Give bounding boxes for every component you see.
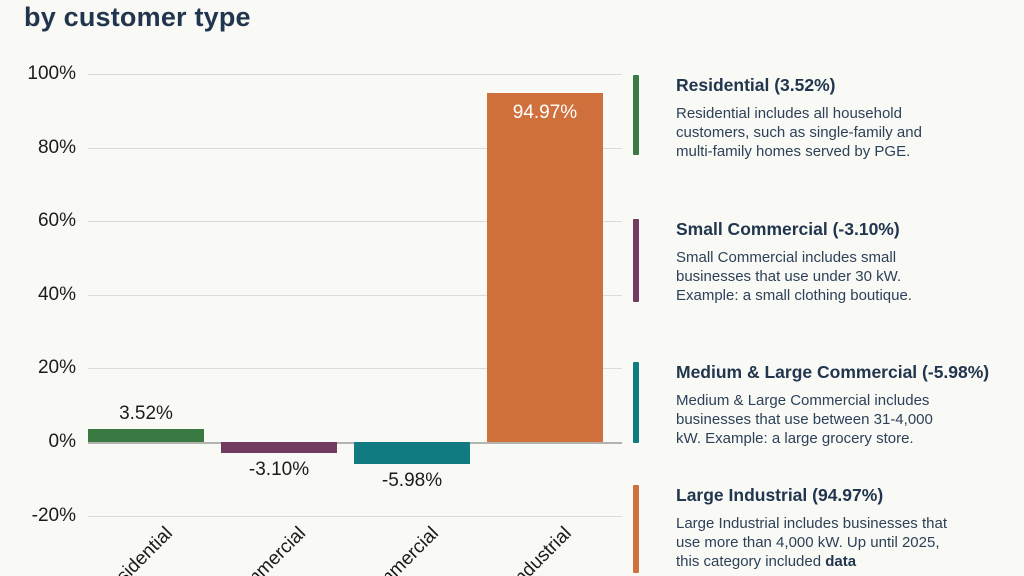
legend-heading-residential: Residential (3.52%) [676,75,836,95]
gridline--20% [88,515,622,517]
bar-value-label: -3.10% [248,459,310,481]
bar-value-label: 94.97% [512,101,578,123]
legend-description-large-industrial: Large Industrial includes businesses tha… [676,515,947,570]
bar-value-label: 3.52% [119,403,173,425]
bar-medium-large-commercial [354,442,470,464]
bar-value-label: -5.98% [381,470,443,491]
legend-color-bar-large-industrial [633,485,639,573]
legend-color-bar-small-commercial [633,219,639,302]
legend-color-bar-residential [633,75,639,155]
gridline-60% [88,221,622,223]
legend-panel: Residential (3.52%) Residential includes… [633,0,1024,576]
y-axis-tick-80%: 80% [37,136,76,158]
gridline-80% [88,147,622,149]
legend-heading-medium-large-commercial: Medium & Large Commercial (-5.98%) [676,362,990,382]
y-axis-tick--20%: -20% [31,504,76,526]
y-axis-tick-40%: 40% [37,283,76,305]
bar-residential [88,429,204,442]
page-title: by customer type [24,2,251,32]
gridline-20% [88,368,622,370]
legend-heading-large-industrial: Large Industrial (94.97%) [676,485,884,505]
legend-color-bar-medium-large-commercial [633,362,639,443]
y-axis-tick-20%: 20% [37,357,76,379]
y-axis-tick-60%: 60% [37,210,76,232]
y-axis-tick-100%: 100% [27,63,76,84]
gridline-100% [88,74,622,75]
legend-heading-small-commercial: Small Commercial (-3.10%) [676,219,900,239]
bar-large-industrial [487,92,603,442]
legend-description-residential: Residential includes all household custo… [676,105,922,160]
legend-description-small-commercial: Small Commercial includes small business… [676,249,912,304]
y-axis-tick-0%: 0% [48,431,76,452]
gridline-40% [88,294,622,296]
bar-small-commercial [221,442,337,454]
legend-description-medium-large-commercial: Medium & Large Commercial includes busin… [676,392,933,447]
